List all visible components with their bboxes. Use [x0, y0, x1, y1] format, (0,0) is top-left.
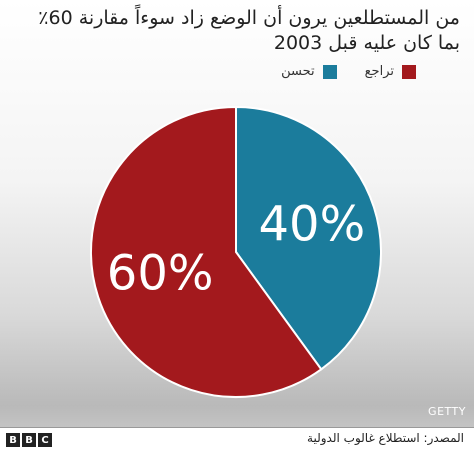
legend-swatch — [402, 64, 416, 79]
legend-label: تراجع — [364, 64, 394, 79]
logo-letter: B — [22, 433, 36, 447]
legend-label: تحسن — [281, 64, 315, 79]
value-label: 60% — [107, 246, 214, 302]
source: المصدر: استطلاع غالوب الدولية — [307, 431, 464, 445]
photo-credit: GETTY — [428, 405, 466, 418]
legend-item: تراجع — [365, 64, 416, 79]
chart-title: من المستطلعين يرون أن الوضع زاد سوءاً مق… — [10, 6, 460, 56]
title-line: من المستطلعين يرون أن الوضع زاد سوءاً مق… — [38, 7, 460, 29]
legend-swatch — [322, 64, 337, 79]
logo-letter: C — [38, 433, 52, 447]
legend-item: تحسن — [281, 64, 337, 79]
pie-slice — [235, 105, 382, 371]
value-label: 40% — [259, 196, 366, 252]
logo-letter: B — [6, 433, 20, 447]
title-line: بما كان عليه قبل 2003 — [273, 32, 460, 54]
legend: تراجع تحسن — [281, 64, 416, 79]
pie-slice — [90, 105, 323, 398]
